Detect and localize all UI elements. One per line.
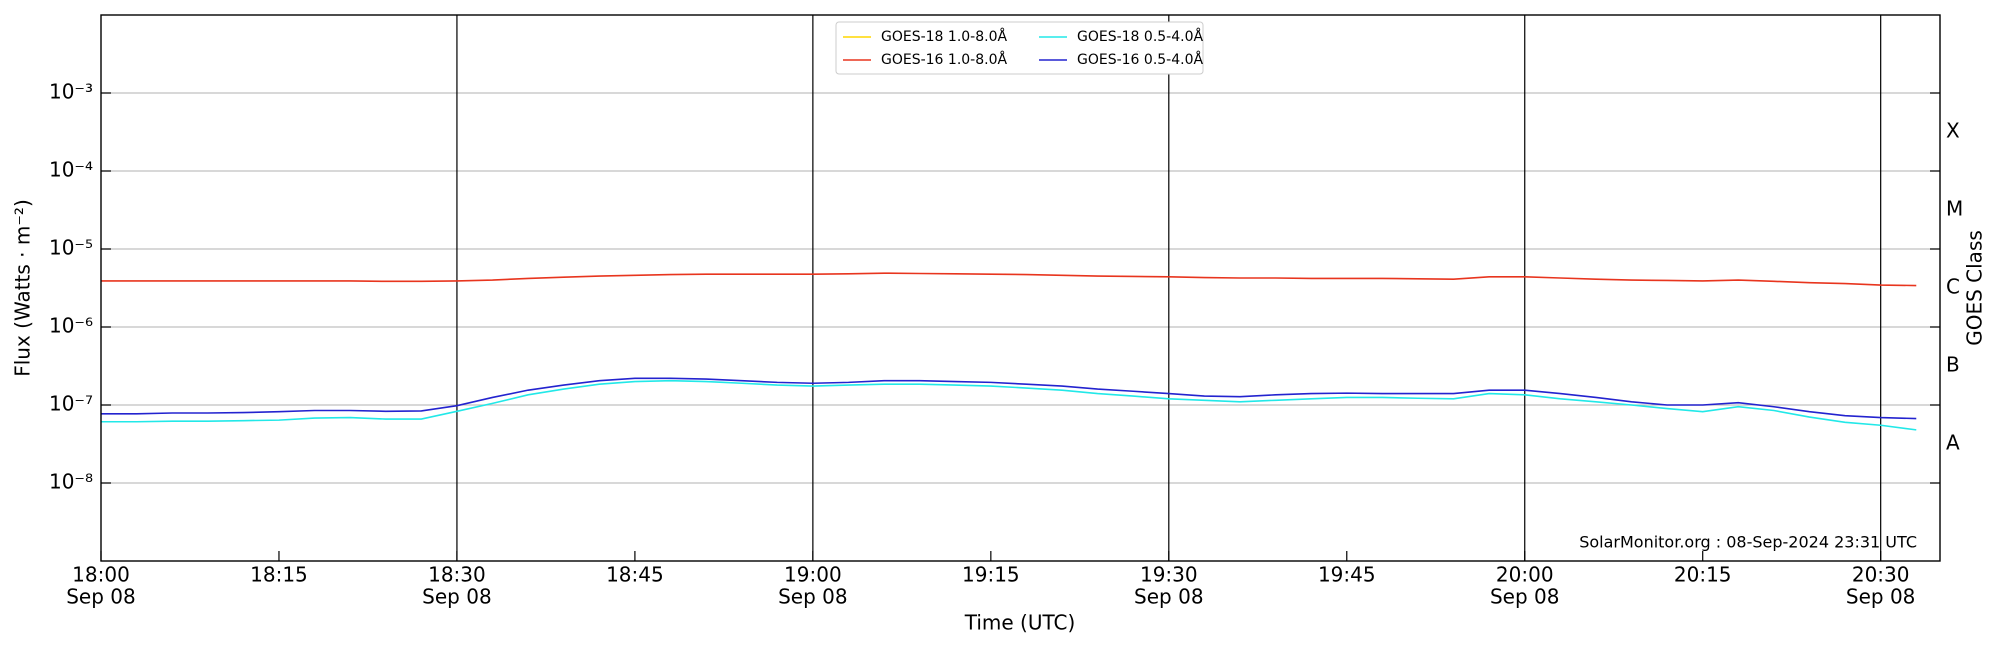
y-axis-label: Flux (Watts · m⁻²) [11,199,35,377]
y-tick-label: 10⁻³ [49,80,93,104]
x-tick-label: Sep 08 [422,585,492,609]
x-tick-label: Sep 08 [1134,585,1204,609]
x-tick-label: 18:45 [606,563,664,587]
series-line [101,272,1917,287]
y2-tick-label: M [1946,197,1963,221]
y-tick-label: 10⁻⁷ [49,392,93,416]
legend-label: GOES-18 0.5-4.0Å [1077,28,1203,45]
x-tick-label: Sep 08 [778,585,848,609]
legend-box [835,21,1204,75]
y2-axis-label: GOES Class [1963,230,1987,346]
x-tick-label: 19:45 [1318,563,1376,587]
y-tick-label: 10⁻⁵ [49,236,93,260]
y-tick-label: 10⁻⁸ [49,470,93,494]
legend-label: GOES-18 1.0-8.0Å [881,28,1007,45]
x-tick-label: 20:00 [1496,563,1554,587]
x-tick-label: 19:15 [962,563,1020,587]
x-tick-label: 19:30 [1140,563,1198,587]
legend-label: GOES-16 1.0-8.0Å [881,51,1007,68]
y-tick-label: 10⁻⁶ [49,314,93,338]
x-axis-label: Time (UTC) [964,611,1076,635]
series-line [101,379,1917,431]
x-tick-label: Sep 08 [1490,585,1560,609]
y2-tick-label: A [1946,431,1960,455]
y2-tick-label: C [1946,275,1960,299]
x-tick-label: 18:15 [250,563,308,587]
x-tick-label: 18:30 [428,563,486,587]
x-tick-label: 20:30 [1852,563,1910,587]
x-tick-label: Sep 08 [66,585,136,609]
x-tick-label: 18:00 [72,563,130,587]
y2-tick-label: B [1946,353,1960,377]
series-line [101,377,1917,420]
x-tick-label: Sep 08 [1846,585,1916,609]
legend-label: GOES-16 0.5-4.0Å [1077,51,1203,68]
x-tick-label: 19:00 [784,563,842,587]
y-tick-label: 10⁻⁴ [49,158,93,182]
plot-frame [100,14,1941,562]
watermark: SolarMonitor.org : 08-Sep-2024 23:31 UTC [1579,533,1917,552]
y2-tick-label: X [1946,119,1960,143]
x-tick-label: 20:15 [1674,563,1732,587]
